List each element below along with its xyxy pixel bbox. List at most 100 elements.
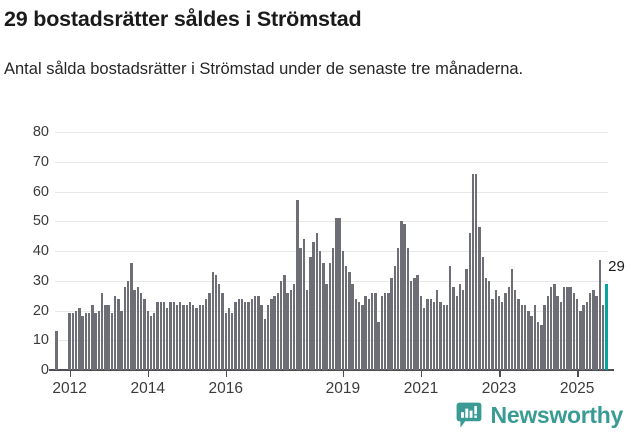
bar xyxy=(286,292,289,370)
bar xyxy=(387,292,390,370)
bar xyxy=(185,304,188,370)
bar xyxy=(579,310,582,370)
bar xyxy=(396,248,400,370)
highlighted-bar xyxy=(605,283,608,370)
bar xyxy=(153,313,156,370)
bar xyxy=(553,283,556,370)
bar xyxy=(510,268,514,370)
bar xyxy=(462,289,465,370)
bar xyxy=(497,295,501,370)
bar xyxy=(123,286,127,370)
bar xyxy=(283,274,286,370)
bar xyxy=(159,301,162,370)
x-axis-tick-mark xyxy=(420,370,423,377)
bar xyxy=(504,292,507,370)
bar xyxy=(364,295,367,370)
bar xyxy=(312,242,315,370)
bar xyxy=(481,256,484,370)
plot-area: 29 xyxy=(49,132,625,371)
bar xyxy=(244,301,247,370)
gridline xyxy=(55,310,608,312)
bar xyxy=(78,307,81,370)
bar xyxy=(120,310,123,370)
bar xyxy=(559,301,563,370)
bar xyxy=(572,292,576,370)
bar xyxy=(227,307,231,370)
highlight-bar-value-label: 29 xyxy=(608,257,625,275)
x-axis-tick-mark xyxy=(577,370,579,377)
bar xyxy=(588,292,592,370)
x-axis-tick-label: 2023 xyxy=(481,380,517,397)
bar xyxy=(104,304,107,370)
bar xyxy=(279,280,283,370)
bar xyxy=(201,304,205,370)
bar xyxy=(601,304,605,370)
x-axis-tick-mark xyxy=(147,370,150,377)
gridline xyxy=(55,340,608,342)
bar xyxy=(429,298,432,370)
bar-series xyxy=(55,132,608,370)
y-axis-tick-label: 30 xyxy=(32,272,49,289)
gridline xyxy=(55,132,608,133)
bar xyxy=(455,295,458,370)
bar xyxy=(533,304,536,370)
bar xyxy=(305,289,309,370)
bar xyxy=(449,265,452,370)
bar xyxy=(253,295,257,370)
bar xyxy=(569,286,572,370)
bar xyxy=(335,218,338,370)
bar xyxy=(156,301,159,370)
bar xyxy=(276,292,280,370)
bar xyxy=(315,233,319,370)
x-axis-tick-mark xyxy=(69,370,72,377)
bar xyxy=(162,301,166,370)
bar xyxy=(81,316,84,370)
bar xyxy=(146,310,149,370)
brand-name: Newsworthy xyxy=(490,402,624,428)
bar xyxy=(211,271,214,370)
bar xyxy=(136,286,140,370)
bar xyxy=(175,304,179,370)
bar xyxy=(494,289,497,370)
bar xyxy=(289,289,293,370)
bar xyxy=(328,262,332,370)
bar xyxy=(110,313,114,370)
x-axis-tick-mark xyxy=(225,370,228,377)
y-axis-tick-label: 80 xyxy=(32,124,49,140)
bar xyxy=(562,286,566,370)
bar xyxy=(416,274,419,370)
bar xyxy=(527,310,530,370)
bar xyxy=(585,301,589,370)
y-axis-tick-label: 50 xyxy=(32,213,49,230)
bar xyxy=(488,280,491,370)
gridline xyxy=(55,161,608,163)
bar xyxy=(91,304,94,370)
bar xyxy=(465,268,468,370)
bar xyxy=(188,301,192,370)
bar xyxy=(566,286,569,370)
bar xyxy=(403,224,406,370)
bar xyxy=(549,286,553,370)
bar xyxy=(338,218,341,370)
bar xyxy=(380,295,384,370)
bar xyxy=(205,298,208,370)
bar xyxy=(390,277,393,370)
bar xyxy=(468,233,471,370)
bar xyxy=(442,304,445,370)
bar xyxy=(458,283,462,370)
bar xyxy=(299,248,302,370)
bar xyxy=(133,289,136,370)
bar xyxy=(179,301,182,370)
bar xyxy=(377,322,380,370)
bar xyxy=(507,286,510,370)
bar xyxy=(582,304,585,370)
bar xyxy=(409,280,413,370)
bar xyxy=(192,304,195,370)
bar xyxy=(266,304,270,370)
x-axis-tick-mark xyxy=(499,370,501,377)
newsworthy-bars-bubble-icon xyxy=(456,402,482,429)
bar xyxy=(182,304,185,370)
bar xyxy=(208,292,211,370)
bar xyxy=(309,256,312,370)
bar xyxy=(348,271,351,370)
